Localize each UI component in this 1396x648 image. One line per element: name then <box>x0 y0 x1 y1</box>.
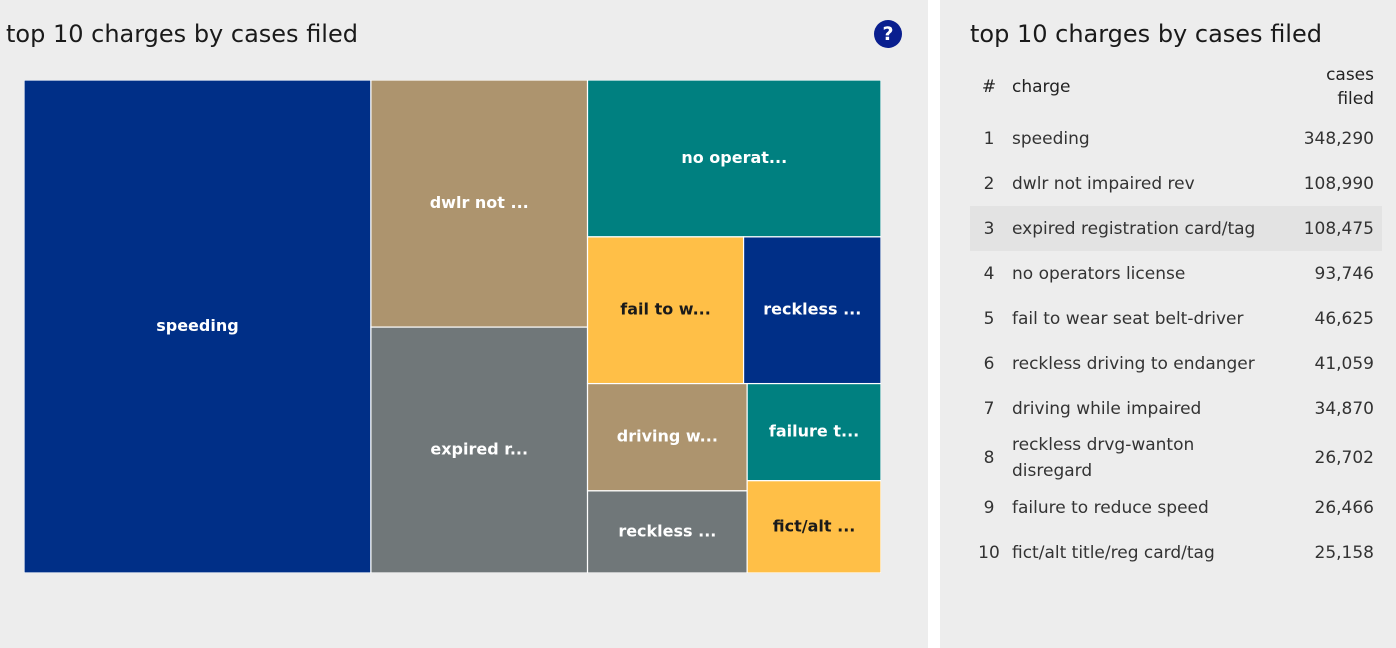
col-header-index[interactable]: # <box>981 77 997 97</box>
treemap-tile[interactable]: failure t... <box>746 382 881 482</box>
table-body: 1 speeding 348,290 2 dwlr not impaired rev 10… <box>970 116 1382 575</box>
row-index: 1 <box>983 128 995 149</box>
treemap-label: no operat... <box>681 148 787 167</box>
treemap-tile[interactable]: no operat... <box>586 80 881 238</box>
row-cases: 108,475 <box>1280 206 1382 251</box>
treemap-tile[interactable]: reckless ... <box>586 490 748 573</box>
treemap-tile[interactable]: fail to w... <box>586 236 745 385</box>
treemap-rect[interactable] <box>746 382 881 482</box>
treemap-rect[interactable] <box>746 480 881 573</box>
row-index: 7 <box>983 398 995 419</box>
row-cases: 348,290 <box>1303 128 1374 149</box>
treemap-label: reckless ... <box>763 300 861 319</box>
col-header-cases[interactable]: cases filed <box>1280 58 1382 116</box>
row-cases: 41,059 <box>1314 353 1374 374</box>
row-cases: 93,746 <box>1314 263 1374 284</box>
treemap-rect[interactable] <box>586 236 745 385</box>
row-charge: driving while impaired <box>1012 398 1202 419</box>
treemap-tile[interactable]: driving w... <box>586 382 748 492</box>
row-index: 9 <box>983 497 995 518</box>
treemap-tile[interactable]: speeding <box>24 80 372 573</box>
col-header-cases-line1: cases <box>1326 65 1374 85</box>
row-cases: 34,870 <box>1314 398 1374 419</box>
table-row[interactable]: 5 fail to wear seat belt-driver 46,625 <box>970 296 1382 341</box>
row-index: 2 <box>983 173 995 194</box>
row-charge: dwlr not impaired rev <box>1012 173 1195 194</box>
treemap-rect[interactable] <box>586 382 748 492</box>
row-charge: reckless drvg-wanton disregard <box>1012 435 1195 481</box>
treemap-label: reckless ... <box>618 521 716 540</box>
row-charge: fict/alt title/reg card/tag <box>1012 542 1215 563</box>
row-cases: 46,625 <box>1314 308 1374 329</box>
row-charge: no operators license <box>1012 263 1186 284</box>
row-cases: 26,466 <box>1314 497 1374 518</box>
table-row[interactable]: 2 dwlr not impaired rev 108,990 <box>970 161 1382 206</box>
row-charge: expired registration card/tag <box>1004 206 1280 251</box>
treemap-tile[interactable]: reckless ... <box>742 236 881 385</box>
treemap-rect[interactable] <box>24 80 372 573</box>
row-charge: fail to wear seat belt-driver <box>1012 308 1244 329</box>
treemap-label: expired r... <box>430 440 528 459</box>
row-index: 4 <box>983 263 995 284</box>
treemap-rect[interactable] <box>370 80 589 328</box>
treemap-label: dwlr not ... <box>430 193 529 212</box>
row-charge: speeding <box>1012 128 1090 149</box>
col-header-charge[interactable]: charge <box>1012 77 1071 97</box>
table-header-row: # charge cases filed <box>970 58 1382 116</box>
row-index: 3 <box>970 206 1004 251</box>
ranking-title: top 10 charges by cases filed <box>970 20 1322 48</box>
treemap-label: speeding <box>156 316 238 335</box>
help-icon[interactable]: ? <box>874 20 902 48</box>
table-row[interactable]: 3 expired registration card/tag 108,475 <box>970 206 1382 251</box>
table-row[interactable]: 9 failure to reduce speed 26,466 <box>970 485 1382 530</box>
panel-divider <box>928 0 940 648</box>
ranking-panel: top 10 charges by cases filed # charge c… <box>940 0 1396 648</box>
row-cases: 26,702 <box>1314 448 1374 468</box>
row-index: 10 <box>978 542 1000 563</box>
treemap-label: fict/alt ... <box>773 516 856 535</box>
table-row[interactable]: 8 reckless drvg-wanton disregard 26,702 <box>970 431 1382 485</box>
row-cases: 108,990 <box>1303 173 1374 194</box>
row-index: 8 <box>983 448 995 468</box>
row-index: 6 <box>983 353 995 374</box>
treemap-title: top 10 charges by cases filed <box>6 20 358 48</box>
treemap-tile[interactable]: fict/alt ... <box>746 480 881 573</box>
table-row[interactable]: 4 no operators license 93,746 <box>970 251 1382 296</box>
treemap-tile[interactable]: expired r... <box>370 326 589 573</box>
treemap-panel: top 10 charges by cases filed ? speeding… <box>6 20 902 573</box>
treemap-rect[interactable] <box>586 80 881 238</box>
row-cases: 25,158 <box>1314 542 1374 563</box>
table-row[interactable]: 10 fict/alt title/reg card/tag 25,158 <box>970 530 1382 575</box>
treemap-rect[interactable] <box>742 236 881 385</box>
treemap-chart: speeding dwlr not ... expired r... no opera… <box>24 80 881 573</box>
treemap-label: driving w... <box>617 427 718 446</box>
row-charge: reckless driving to endanger <box>1012 353 1255 374</box>
col-header-cases-line2: filed <box>1337 89 1374 109</box>
ranking-table: # charge cases filed 1 speeding 348,290 2 dw… <box>970 58 1382 575</box>
row-index: 5 <box>983 308 995 329</box>
table-row[interactable]: 1 speeding 348,290 <box>970 116 1382 161</box>
table-row[interactable]: 7 driving while impaired 34,870 <box>970 386 1382 431</box>
table-row[interactable]: 6 reckless driving to endanger 41,059 <box>970 341 1382 386</box>
row-charge: failure to reduce speed <box>1012 497 1209 518</box>
treemap-label: failure t... <box>769 422 859 441</box>
treemap-label: fail to w... <box>620 300 711 319</box>
treemap-tile[interactable]: dwlr not ... <box>370 80 589 328</box>
treemap-rect[interactable] <box>370 326 589 573</box>
treemap-rect[interactable] <box>586 490 748 573</box>
